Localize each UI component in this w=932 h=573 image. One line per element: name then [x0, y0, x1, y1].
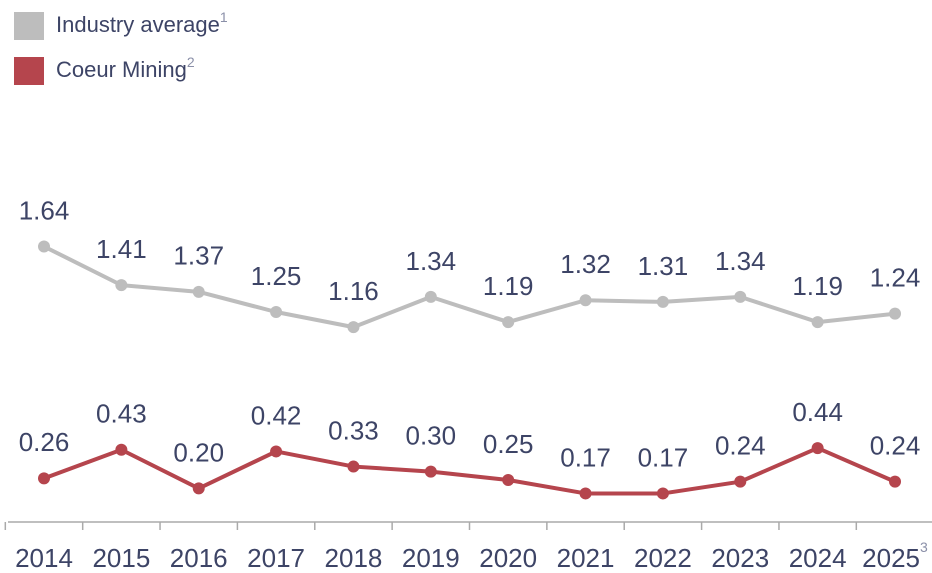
legend-label: Coeur Mining2 [56, 54, 195, 82]
data-label: 0.30 [406, 420, 457, 450]
category: 2015 [92, 543, 150, 573]
data-point [579, 294, 592, 307]
data-point [192, 482, 205, 495]
data-point [889, 475, 901, 488]
data-point [656, 487, 669, 500]
data-label: 1.37 [173, 241, 224, 271]
category: 2020 [479, 543, 537, 573]
data-label: 1.19 [792, 271, 843, 301]
data-point [347, 460, 360, 473]
data-point [811, 442, 824, 455]
data-label: 0.17 [638, 442, 689, 472]
data-point [734, 290, 747, 303]
data-label: 0.33 [328, 415, 379, 445]
x-tick-label: 2015 [92, 543, 150, 573]
legend-swatch [14, 57, 44, 85]
category: 2021 [557, 543, 615, 573]
data-point [579, 487, 592, 500]
x-tick-label: 2018 [325, 543, 383, 573]
data-point [889, 307, 901, 320]
category: 2019 [402, 543, 460, 573]
data-point [270, 445, 283, 458]
legend-label: Industry average1 [56, 9, 228, 37]
x-tick-label: 2016 [170, 543, 228, 573]
legend-name: Coeur Mining [56, 57, 187, 82]
data-label: 0.20 [173, 437, 224, 467]
category: 2017 [247, 543, 305, 573]
data-label: 1.19 [483, 271, 534, 301]
data-label: 1.41 [96, 234, 147, 264]
x-tick-label: 2021 [557, 543, 615, 573]
series-line [43, 446, 896, 496]
data-label: 1.64 [19, 195, 70, 225]
data-point [502, 474, 515, 486]
category-note: 3 [920, 539, 928, 555]
data-label: 1.32 [560, 249, 611, 279]
category: 2024 [789, 543, 847, 573]
data-label: 1.24 [870, 263, 921, 293]
data-point [424, 290, 437, 303]
data-point [347, 321, 360, 334]
category: 2014 [15, 543, 73, 573]
data-label: 0.17 [560, 442, 611, 472]
data-point [270, 306, 283, 318]
data-point [115, 279, 128, 292]
data-label: 0.25 [483, 429, 534, 459]
legend-swatch [14, 12, 44, 40]
x-tick-label: 20253 [862, 539, 928, 573]
data-label: 0.43 [96, 399, 147, 429]
data-label: 0.26 [19, 427, 70, 457]
series-line [43, 244, 896, 330]
data-point [115, 443, 128, 456]
category: 2023 [711, 543, 769, 573]
data-point [424, 465, 437, 478]
data-point [38, 240, 50, 253]
x-tick-label: 2019 [402, 543, 460, 573]
data-label: 1.31 [638, 251, 689, 281]
x-tick-label: 2017 [247, 543, 305, 573]
data-point [38, 472, 50, 485]
category: 2025 [862, 543, 920, 573]
data-label: 0.24 [715, 431, 766, 461]
data-label: 0.44 [792, 397, 843, 427]
data-label: 0.24 [870, 431, 921, 461]
data-point [192, 285, 205, 298]
data-label: 1.25 [251, 261, 302, 291]
legend-note: 2 [187, 54, 195, 70]
data-point [502, 316, 515, 329]
data-point [734, 475, 747, 488]
category: 2022 [634, 543, 692, 573]
x-tick-label: 2020 [479, 543, 537, 573]
data-label: 1.16 [328, 276, 379, 306]
x-tick-label: 2014 [15, 543, 73, 573]
x-tick-label: 2022 [634, 543, 692, 573]
x-tick-label: 2023 [711, 543, 769, 573]
data-label: 1.34 [406, 246, 457, 276]
category: 2016 [170, 543, 228, 573]
legend-name: Industry average [56, 12, 220, 37]
category: 2018 [325, 543, 383, 573]
legend-note: 1 [220, 9, 228, 25]
data-point [656, 295, 669, 308]
data-label: 0.42 [251, 400, 302, 430]
data-point [811, 316, 824, 329]
data-label: 1.34 [715, 246, 766, 276]
x-tick-label: 2024 [789, 543, 847, 573]
